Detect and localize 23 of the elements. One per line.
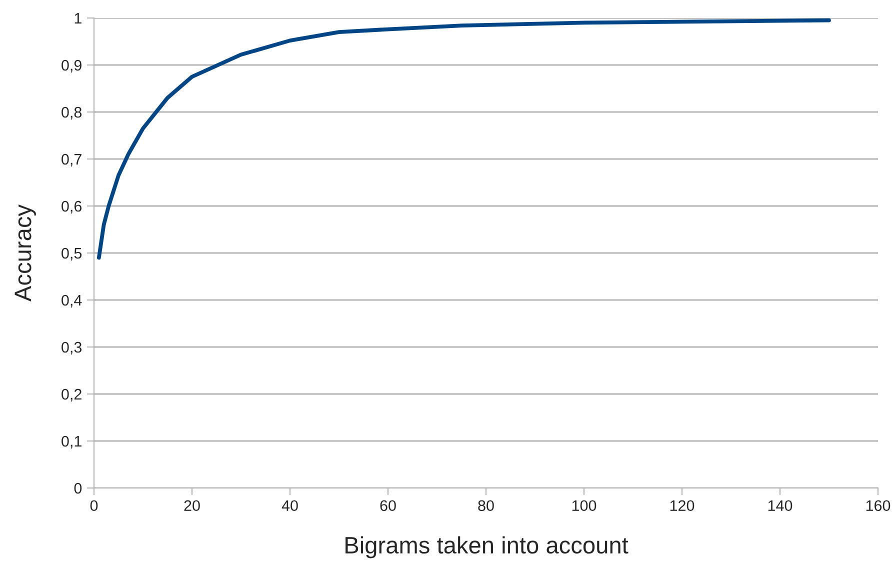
y-tick-label: 0,6 (62, 200, 82, 214)
y-tick-label: 0,7 (62, 154, 82, 166)
x-tick-label: 160 (866, 500, 890, 512)
x-axis-title: Bigrams taken into account (346, 536, 628, 558)
y-tick-label: 0 (74, 482, 82, 494)
x-tick-label: 0 (90, 500, 98, 512)
x-tick-label: 120 (670, 500, 694, 512)
x-tick-label: 80 (478, 500, 494, 512)
y-tick-label: 0,2 (62, 388, 82, 402)
y-tick-label: 0,1 (62, 436, 82, 448)
y-tick-label: 0,4 (62, 294, 82, 308)
x-tick-label: 60 (380, 500, 396, 512)
y-tick-label: 0,3 (62, 342, 82, 354)
y-tick-label: 0,5 (62, 248, 82, 260)
y-tick-label: 0,9 (62, 60, 82, 72)
x-tick-label: 140 (768, 500, 792, 512)
y-tick-label: 0,8 (62, 106, 82, 120)
x-tick-label: 40 (282, 500, 298, 512)
y-tick-label: 1 (74, 13, 82, 24)
x-tick-label: 20 (184, 500, 200, 512)
x-tick-label: 100 (572, 500, 596, 512)
line-series (96, 18, 831, 260)
y-axis-title: Accuracy (14, 204, 36, 302)
